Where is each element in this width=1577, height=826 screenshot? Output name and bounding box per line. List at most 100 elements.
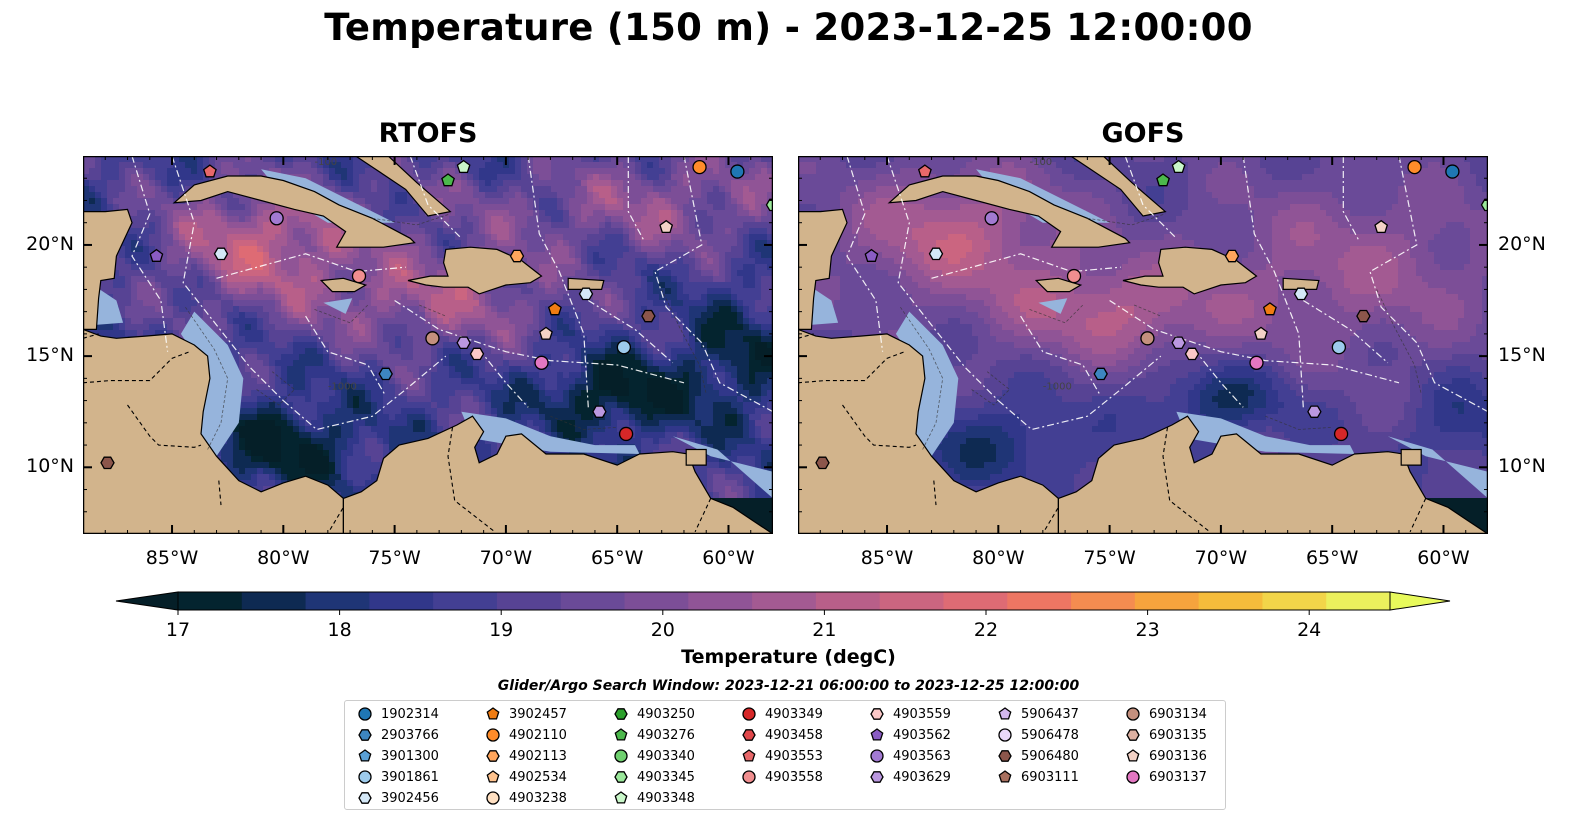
float-marker-4903629[interactable] — [1171, 336, 1186, 350]
legend-marker-circle[interactable] — [614, 749, 628, 763]
float-marker-6903134[interactable] — [425, 331, 440, 346]
eez-boundary — [305, 315, 387, 397]
float-marker-4903553[interactable] — [917, 164, 932, 178]
legend-marker-hexagon[interactable] — [358, 729, 372, 741]
float-marker-4903349[interactable] — [1333, 426, 1349, 442]
land-cuba — [887, 175, 1131, 248]
eez-boundary — [931, 253, 1121, 279]
legend-marker-hexagon[interactable] — [870, 708, 884, 720]
legend-marker-hexagon[interactable] — [358, 792, 372, 804]
panel-title-gofs: GOFS — [1101, 118, 1185, 149]
legend-marker-circle[interactable] — [486, 791, 500, 805]
float-marker-4903348[interactable] — [1171, 159, 1186, 174]
float-marker-4903559[interactable] — [1184, 347, 1200, 361]
float-marker-4903276[interactable] — [441, 173, 455, 187]
legend-marker-circle[interactable] — [358, 707, 372, 721]
legend-marker-circle[interactable] — [358, 770, 372, 784]
legend-item-4903558: 4903558 — [741, 767, 823, 787]
float-marker-6903136[interactable] — [1254, 326, 1268, 340]
bathymetry-contours — [900, 213, 1422, 450]
float-marker-4903559[interactable] — [469, 347, 485, 361]
legend-marker-circle[interactable] — [870, 749, 884, 763]
float-marker-6903137[interactable] — [534, 355, 549, 370]
legend-marker-hexagon[interactable] — [614, 771, 628, 783]
legend-marker-pentagon[interactable] — [486, 707, 500, 720]
float-marker-5906480[interactable] — [815, 456, 830, 470]
legend-marker-hexagon[interactable] — [998, 750, 1012, 762]
legend-marker-circle[interactable] — [998, 728, 1012, 742]
float-marker-4902110[interactable] — [692, 159, 707, 175]
float-marker-4903563[interactable] — [984, 211, 999, 226]
float-marker-4903563[interactable] — [269, 211, 284, 226]
legend-marker-hexagon[interactable] — [486, 750, 500, 762]
float-marker-4903276[interactable] — [1156, 173, 1170, 187]
float-marker-4903349[interactable] — [618, 426, 634, 442]
legend-marker-circle[interactable] — [486, 728, 500, 742]
float-marker-5906480[interactable] — [1356, 309, 1371, 323]
float-marker-5906480[interactable] — [641, 309, 656, 323]
float-marker-3902456[interactable] — [1293, 287, 1309, 301]
legend: 1902314 2903766 3901300 3901861 3902456 39024… — [344, 700, 1226, 810]
colorbar-tick-label: 17 — [165, 619, 191, 641]
float-marker-4903345[interactable] — [1480, 198, 1489, 212]
float-marker-3901861[interactable] — [1331, 340, 1347, 355]
float-marker-4903562[interactable] — [149, 248, 164, 262]
legend-marker-pentagon[interactable] — [358, 749, 372, 762]
float-marker-3902457[interactable] — [547, 302, 562, 316]
legend-marker-pentagon[interactable] — [486, 770, 500, 783]
legend-marker-pentagon[interactable] — [742, 749, 756, 762]
float-marker-5906480[interactable] — [100, 456, 115, 470]
float-marker-4902110[interactable] — [1407, 159, 1422, 175]
float-marker-4903558[interactable] — [1066, 268, 1082, 284]
float-marker-4902113[interactable] — [509, 249, 525, 263]
float-marker-1902314[interactable] — [1445, 164, 1460, 179]
float-marker-6903134[interactable] — [1140, 331, 1155, 346]
legend-marker-circle[interactable] — [1126, 770, 1140, 784]
legend-label: 4903629 — [893, 769, 951, 785]
float-marker-4903629[interactable] — [592, 405, 607, 418]
float-marker-3902456[interactable] — [578, 287, 594, 301]
legend-marker-hexagon[interactable] — [742, 729, 756, 741]
float-marker-3902457[interactable] — [1262, 302, 1277, 316]
float-marker-6903136[interactable] — [659, 219, 674, 234]
legend-marker-hexagon[interactable] — [614, 708, 628, 720]
legend-marker-hexagon[interactable] — [1126, 729, 1140, 741]
float-marker-4903629[interactable] — [1307, 405, 1322, 418]
float-marker-6903136[interactable] — [1374, 219, 1389, 234]
float-marker-6903137[interactable] — [1249, 355, 1264, 370]
legend-item-4903629: 4903629 — [869, 767, 951, 787]
lon-tick-label: 70°W — [479, 547, 533, 569]
legend-marker-pentagon[interactable] — [614, 791, 628, 804]
legend-marker-circle[interactable] — [1126, 707, 1140, 721]
map-rtofs[interactable]: -1000 -100 — [83, 156, 773, 534]
lon-tick-label: 85°W — [145, 547, 199, 569]
legend-marker-circle[interactable] — [742, 770, 756, 784]
float-marker-4903562[interactable] — [864, 248, 879, 262]
float-marker-2903766[interactable] — [1093, 367, 1108, 381]
float-marker-4902113[interactable] — [1224, 249, 1240, 263]
float-marker-3902456[interactable] — [213, 247, 229, 261]
map-gofs[interactable]: -1000 -100 — [798, 156, 1488, 534]
colorbar-segment — [560, 592, 626, 610]
float-marker-2903766[interactable] — [378, 367, 393, 381]
float-marker-3902456[interactable] — [928, 247, 944, 261]
legend-marker-hexagon[interactable] — [870, 771, 884, 783]
float-marker-4903348[interactable] — [456, 159, 471, 174]
float-marker-3901861[interactable] — [616, 340, 632, 355]
legend-marker-pentagon[interactable] — [870, 728, 884, 741]
legend-item-4903238: 4903238 — [485, 788, 567, 808]
legend-marker-circle[interactable] — [742, 707, 756, 721]
float-marker-4903558[interactable] — [351, 268, 367, 284]
legend-marker-pentagon[interactable] — [1126, 749, 1140, 762]
float-marker-4903629[interactable] — [456, 336, 471, 350]
legend-marker-pentagon[interactable] — [998, 770, 1012, 783]
float-marker-4903553[interactable] — [202, 164, 217, 178]
float-marker-4903345[interactable] — [765, 198, 774, 212]
float-marker-6903136[interactable] — [539, 326, 553, 340]
legend-item-4903348: 4903348 — [613, 788, 695, 808]
float-marker-1902314[interactable] — [730, 164, 745, 179]
legend-marker-pentagon[interactable] — [614, 728, 628, 741]
legend-item-3902457: 3902457 — [485, 704, 567, 724]
legend-marker-pentagon[interactable] — [998, 707, 1012, 720]
colorbar-segment — [815, 592, 881, 610]
